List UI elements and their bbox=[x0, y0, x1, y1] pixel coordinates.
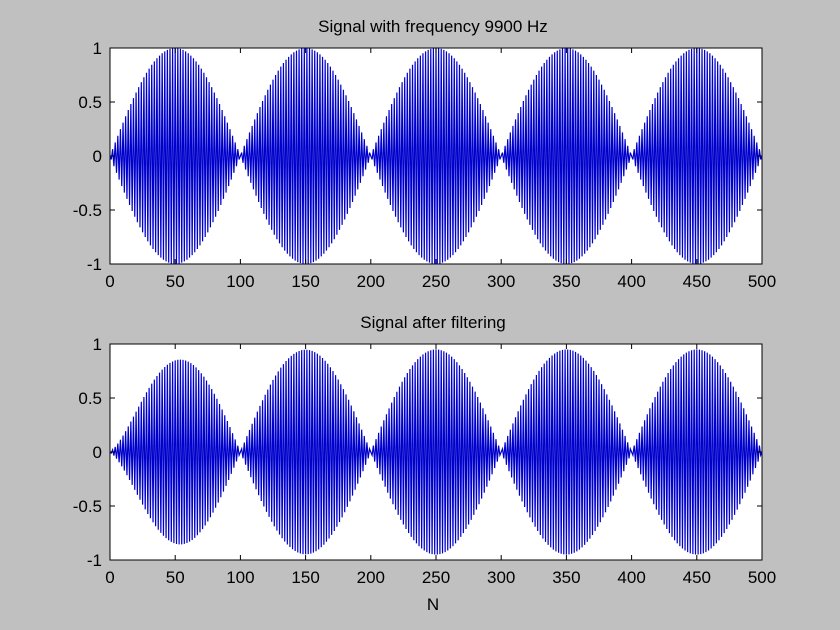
x-tick-label: 300 bbox=[487, 568, 515, 587]
x-tick-label: 250 bbox=[422, 272, 450, 291]
x-tick-label: 100 bbox=[226, 568, 254, 587]
x-tick-label: 400 bbox=[617, 568, 645, 587]
y-tick-label: 0 bbox=[93, 443, 102, 462]
subplot-top: Signal with frequency 9900 Hz 0 50 100 150 2… bbox=[73, 17, 776, 291]
x-tick-label: 400 bbox=[617, 272, 645, 291]
x-tick-label: 100 bbox=[226, 272, 254, 291]
y-tick-label: -0.5 bbox=[73, 201, 102, 220]
x-tick-label: 500 bbox=[748, 272, 776, 291]
x-tick-label: 350 bbox=[552, 568, 580, 587]
x-tick-label: 450 bbox=[683, 568, 711, 587]
chart-title: Signal with frequency 9900 Hz bbox=[318, 17, 548, 36]
y-tick-label: 0.5 bbox=[78, 93, 102, 112]
chart-title: Signal after filtering bbox=[360, 313, 506, 332]
x-tick-label: 300 bbox=[487, 272, 515, 291]
y-tick-label: -1 bbox=[87, 255, 102, 274]
x-tick-label: 0 bbox=[105, 272, 114, 291]
y-tick-label: -0.5 bbox=[73, 497, 102, 516]
y-tick-label: -1 bbox=[87, 551, 102, 570]
x-tick-label: 450 bbox=[683, 272, 711, 291]
y-tick-label: 0 bbox=[93, 147, 102, 166]
y-tick-label: 1 bbox=[93, 335, 102, 354]
x-tick-label: 150 bbox=[291, 568, 319, 587]
x-tick-label: 200 bbox=[357, 272, 385, 291]
x-tick-label: 0 bbox=[105, 568, 114, 587]
x-tick-label: 50 bbox=[166, 272, 185, 291]
x-tick-label: 500 bbox=[748, 568, 776, 587]
x-tick-label: 150 bbox=[291, 272, 319, 291]
x-tick-label: 350 bbox=[552, 272, 580, 291]
y-tick-label: 0.5 bbox=[78, 389, 102, 408]
x-tick-label: 200 bbox=[357, 568, 385, 587]
axis-ticks: 0 50 100 150 200 250 300 350 400 450 500 1 0.5 0 -0.5 -… bbox=[73, 39, 776, 291]
axis-ticks: 0 50 100 150 200 250 300 350 400 450 500 1 0.5 0 -0.5 -… bbox=[73, 335, 776, 587]
signal-line bbox=[109, 349, 763, 555]
subplot-bottom: Signal after filtering 0 50 100 150 200 250 30… bbox=[73, 313, 776, 614]
x-tick-label: 50 bbox=[166, 568, 185, 587]
x-tick-label: 250 bbox=[422, 568, 450, 587]
y-tick-label: 1 bbox=[93, 39, 102, 58]
x-axis-label: N bbox=[427, 595, 439, 614]
